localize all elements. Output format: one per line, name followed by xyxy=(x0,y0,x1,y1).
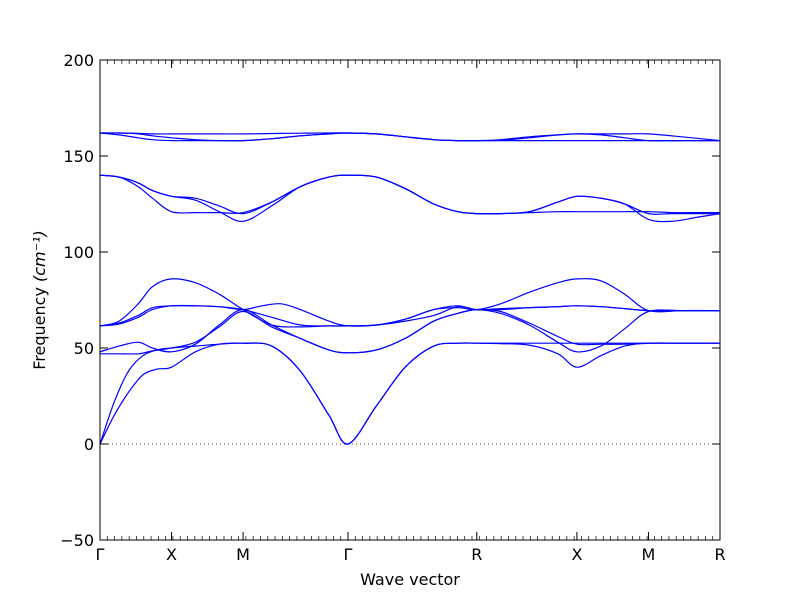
y-axis-title-text: Frequency xyxy=(30,287,49,370)
y-axis-title: Frequency (cm⁻¹) xyxy=(30,230,49,369)
x-tick-label: R xyxy=(714,545,725,564)
y-tick-label: −50 xyxy=(60,531,94,550)
band-line-4 xyxy=(99,308,721,355)
x-tick-label: X xyxy=(166,545,177,564)
x-tick-label: M xyxy=(642,545,656,564)
x-axis-title: Wave vector xyxy=(360,570,460,589)
x-tick-label: Γ xyxy=(344,545,353,564)
y-tick-label: 150 xyxy=(63,147,94,166)
y-axis-title-unit: (cm⁻¹) xyxy=(30,230,49,282)
x-tick-label: M xyxy=(236,545,250,564)
y-tick-label: 0 xyxy=(84,435,94,454)
plot-frame xyxy=(99,59,721,541)
x-tick-label: X xyxy=(571,545,582,564)
series-layer xyxy=(99,132,721,445)
minor-ticks-layer xyxy=(99,60,721,540)
band-line-13 xyxy=(99,132,720,142)
band-line-2 xyxy=(99,342,720,445)
band-line-10 xyxy=(99,174,721,223)
band-line-1 xyxy=(99,342,720,445)
y-tick-label: 200 xyxy=(63,51,94,70)
band-line-8 xyxy=(99,174,720,215)
x-tick-label: R xyxy=(471,545,482,564)
y-tick-label: 50 xyxy=(74,339,94,358)
band-line-6 xyxy=(99,303,720,327)
y-ticks-layer: −50 0 50 100 150 200 xyxy=(60,51,720,550)
y-tick-label: 100 xyxy=(63,243,94,262)
x-tick-label: Γ xyxy=(96,545,105,564)
band-line-7 xyxy=(99,278,720,328)
band-line-9 xyxy=(99,174,720,215)
